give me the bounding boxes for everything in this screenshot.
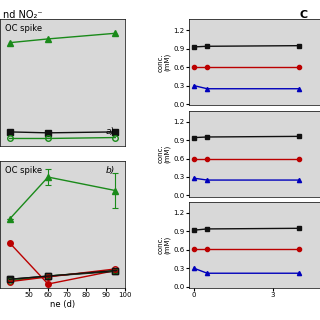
Text: b): b) bbox=[106, 166, 115, 175]
X-axis label: ne (d): ne (d) bbox=[50, 300, 75, 308]
Y-axis label: conc.
(mM): conc. (mM) bbox=[157, 144, 171, 163]
Y-axis label: conc.
(mM): conc. (mM) bbox=[157, 236, 171, 254]
Text: C: C bbox=[299, 10, 307, 20]
Text: OC spike: OC spike bbox=[5, 166, 42, 175]
Text: OC spike: OC spike bbox=[5, 24, 42, 33]
Y-axis label: conc.
(mM): conc. (mM) bbox=[157, 53, 171, 72]
Text: nd NO₂⁻: nd NO₂⁻ bbox=[3, 10, 43, 20]
Text: a): a) bbox=[106, 127, 115, 136]
